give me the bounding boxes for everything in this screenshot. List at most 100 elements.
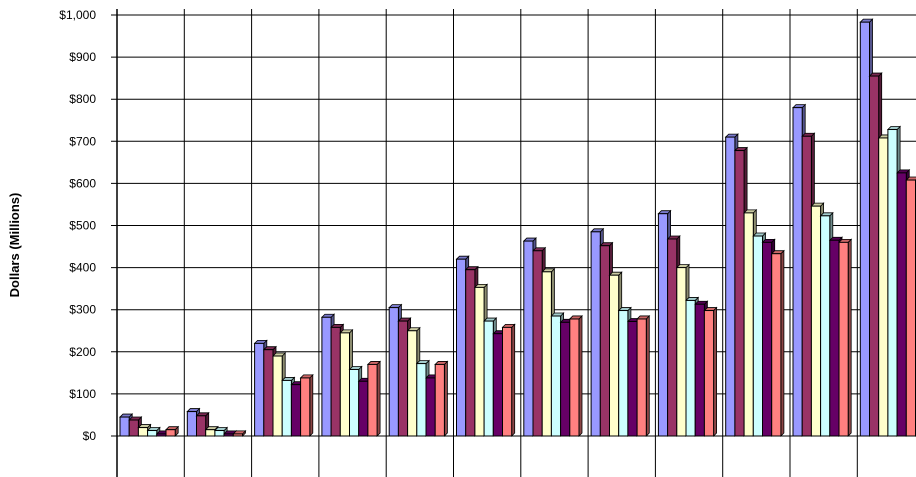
- bar-front: [416, 363, 427, 437]
- y-tick-label: $900: [69, 50, 96, 64]
- bar-front: [254, 342, 265, 437]
- bar-front: [532, 250, 543, 437]
- bar-front: [792, 107, 803, 437]
- bar-front: [358, 380, 369, 437]
- bar-front: [734, 150, 745, 437]
- bar-front: [434, 363, 445, 437]
- bars: [119, 18, 916, 437]
- bar-front: [367, 363, 378, 437]
- bar-front: [810, 205, 822, 437]
- bar-front: [859, 21, 870, 437]
- bar: [770, 249, 785, 437]
- bar-front: [590, 231, 601, 437]
- bar: [703, 306, 718, 437]
- bar-front: [703, 310, 715, 437]
- y-tick-label: $800: [69, 92, 96, 106]
- bar-front: [339, 332, 350, 437]
- bar-front: [232, 433, 244, 437]
- bar: [838, 238, 853, 437]
- bar-front: [300, 377, 311, 437]
- bar: [636, 314, 651, 437]
- bar-front: [820, 215, 831, 437]
- bar-front: [694, 303, 705, 437]
- gridlines: [111, 9, 916, 477]
- y-tick-label: $0: [83, 429, 97, 443]
- bar: [501, 323, 516, 437]
- bar-front: [609, 274, 620, 437]
- bar-front: [762, 241, 773, 437]
- bar-front: [214, 430, 225, 437]
- bar-front: [502, 326, 513, 437]
- bar-front: [550, 315, 562, 437]
- y-tick-label: $500: [69, 219, 96, 233]
- bar-front: [223, 433, 234, 437]
- bar-front: [869, 75, 880, 437]
- bar-front: [887, 129, 898, 437]
- bar-front: [801, 135, 812, 437]
- bar-front: [272, 355, 283, 437]
- bar-front: [321, 316, 332, 437]
- y-axis-title: Dollars (Millions): [7, 193, 22, 298]
- y-tick-label: $300: [69, 303, 96, 317]
- bar-front: [330, 326, 341, 437]
- bar-front: [752, 235, 763, 437]
- bar-front: [263, 349, 274, 437]
- bar-front: [165, 429, 176, 437]
- y-tick-label: $200: [69, 345, 96, 359]
- bar-front: [465, 269, 476, 437]
- bar: [434, 360, 449, 437]
- bar-front: [657, 213, 669, 437]
- bar-front: [474, 286, 485, 437]
- bar-front: [743, 212, 754, 437]
- bar-front: [771, 253, 782, 437]
- bar-front: [425, 377, 436, 437]
- bar-front: [560, 321, 571, 437]
- bar-front: [725, 136, 736, 437]
- bar-front: [523, 240, 534, 437]
- bar-front: [388, 307, 399, 437]
- bar-front: [290, 384, 302, 437]
- bar: [299, 373, 314, 437]
- bar-front: [569, 318, 580, 437]
- bar-front: [186, 411, 198, 437]
- bar: [568, 314, 583, 437]
- bar-front: [147, 430, 158, 437]
- y-tick-label: $1,000: [59, 8, 96, 22]
- bar: [905, 176, 916, 437]
- bar-front: [829, 239, 840, 437]
- bar-front: [676, 267, 687, 437]
- bar-front: [407, 330, 418, 437]
- bar-front: [838, 241, 849, 437]
- bar-front: [156, 433, 167, 437]
- bar-front: [618, 310, 629, 437]
- bar: [165, 425, 180, 437]
- bar-front: [667, 238, 678, 437]
- bar-front: [636, 318, 647, 437]
- bar-front: [281, 379, 292, 437]
- bar: [232, 429, 247, 437]
- bar-front: [685, 299, 696, 437]
- bar-front: [627, 320, 638, 437]
- bar-front: [397, 320, 409, 437]
- bar-front: [492, 333, 503, 437]
- bar-front: [137, 427, 149, 437]
- bar-front: [541, 271, 552, 437]
- y-tick-label: $100: [69, 387, 96, 401]
- bar-front: [349, 368, 360, 437]
- y-axis: $0 $100 $200 $300 $400 $500 $600 $700 $800 $900 $1…: [59, 8, 96, 443]
- y-tick-label: $700: [69, 134, 96, 148]
- bar-front: [905, 179, 916, 437]
- bar-front: [599, 245, 610, 437]
- y-tick-label: $600: [69, 176, 96, 190]
- y-tick-label: $400: [69, 261, 96, 275]
- bar: [366, 360, 382, 437]
- bar-front: [878, 137, 889, 437]
- bar-front: [896, 172, 907, 437]
- bar-front: [119, 416, 130, 437]
- bar-front: [205, 429, 216, 437]
- bar-front: [196, 415, 207, 437]
- bar-front: [456, 258, 467, 437]
- bar-front: [128, 419, 139, 437]
- bar-front: [483, 320, 494, 437]
